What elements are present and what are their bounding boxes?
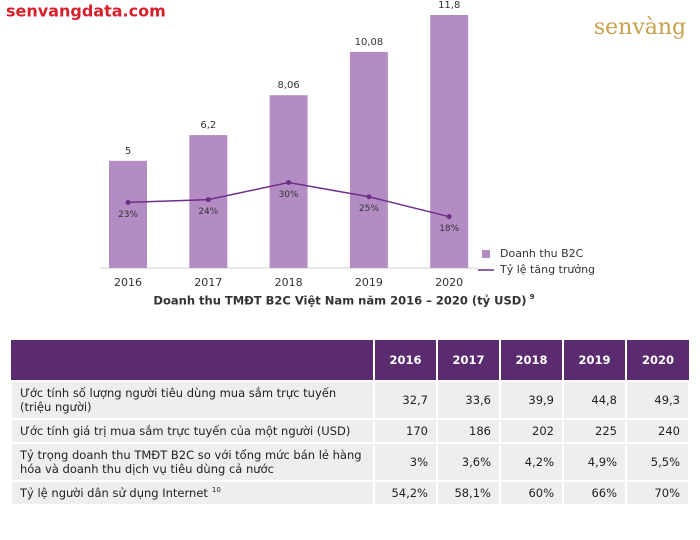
value-label: 25%: [359, 204, 379, 214]
table-cell: 60%: [499, 480, 564, 506]
table-cell: 186: [436, 418, 501, 444]
column-header: 2016: [373, 340, 437, 381]
table-cell: 33,6: [436, 380, 501, 420]
row-label-text: Ước tính giá trị mua sắm trực tuyến của …: [20, 424, 351, 438]
table-cell: 49,3: [625, 380, 690, 420]
table-cell: 4,9%: [562, 442, 627, 482]
row-label: Tỷ trọng doanh thu TMĐT B2C so với tổng …: [10, 442, 375, 482]
row-label-text: Ước tính số lượng người tiêu dùng mua sắ…: [20, 386, 337, 414]
x-tick-label: 2017: [194, 276, 222, 289]
title-note: 9: [530, 293, 535, 301]
table-cell: 202: [499, 418, 564, 444]
row-label: Ước tính giá trị mua sắm trực tuyến của …: [10, 418, 375, 444]
site-name: senvangdata.com: [6, 2, 166, 21]
value-label: 10,08: [355, 37, 384, 48]
table-cell: 58,1%: [436, 480, 501, 506]
table-cell: 5,5%: [625, 442, 690, 482]
legend-label: Doanh thu B2C: [500, 247, 584, 260]
row-label-text: Tỷ lệ người dân sử dụng Internet: [20, 486, 208, 500]
table-row: Tỷ trọng doanh thu TMĐT B2C so với tổng …: [10, 442, 690, 482]
column-header: 2019: [562, 340, 626, 381]
row-label: Tỷ lệ người dân sử dụng Internet 10: [10, 480, 375, 506]
table-cell: 3,6%: [436, 442, 501, 482]
table-cell: 54,2%: [373, 480, 438, 506]
chart-title: Doanh thu TMĐT B2C Việt Nam năm 2016 – 2…: [153, 294, 526, 308]
value-label: 11,8: [438, 0, 460, 11]
table-cell: 70%: [625, 480, 690, 506]
table-cell: 4,2%: [499, 442, 564, 482]
line-point: [446, 214, 452, 220]
row-note: 10: [211, 486, 221, 495]
value-label: 18%: [439, 224, 459, 234]
chart: senvangdata.com senvàng Doanh thu TMĐT B…: [6, 0, 686, 308]
x-tick-label: 2016: [114, 276, 142, 289]
bar: [349, 51, 388, 269]
line-point: [125, 199, 131, 205]
row-label-text: Tỷ trọng doanh thu TMĐT B2C so với tổng …: [20, 448, 362, 476]
bar: [430, 15, 469, 269]
table-cell: 66%: [562, 480, 627, 506]
value-label: 23%: [118, 210, 138, 220]
table-cell: 225: [562, 418, 627, 444]
table-row: Ước tính giá trị mua sắm trực tuyến của …: [10, 418, 690, 444]
value-label: 8,06: [277, 80, 299, 91]
x-tick-label: 2020: [435, 276, 463, 289]
value-label: 30%: [279, 190, 299, 200]
bar: [109, 160, 147, 268]
header-blank: [11, 340, 374, 381]
value-label: 5: [125, 146, 131, 157]
logo: senvàng: [594, 15, 686, 40]
column-header: 2017: [436, 340, 500, 381]
data-table: 2016 2017 2018 2019 2020 Ước tính số lượng n…: [10, 340, 690, 506]
legend-swatch: [482, 250, 490, 258]
line-point: [366, 194, 372, 200]
header-row: 2016 2017 2018 2019 2020: [11, 340, 689, 381]
value-label: 24%: [198, 207, 218, 217]
table-cell: 3%: [373, 442, 438, 482]
table-cell: 32,7: [373, 380, 438, 420]
legend-label: Tỷ lệ tăng trưởng: [499, 263, 595, 276]
x-tick-label: 2018: [275, 276, 303, 289]
value-label: 6,2: [200, 120, 216, 131]
table-row: Tỷ lệ người dân sử dụng Internet 10 54,2% 5…: [10, 480, 690, 506]
table-cell: 170: [373, 418, 438, 444]
column-header: 2020: [625, 340, 689, 381]
table-row: Ước tính số lượng người tiêu dùng mua sắ…: [10, 380, 690, 420]
table-cell: 44,8: [562, 380, 627, 420]
column-header: 2018: [499, 340, 563, 381]
table-cell: 39,9: [499, 380, 564, 420]
line-point: [286, 179, 292, 185]
x-tick-label: 2019: [355, 276, 383, 289]
line-point: [205, 197, 211, 203]
row-label: Ước tính số lượng người tiêu dùng mua sắ…: [10, 380, 375, 420]
table-cell: 240: [625, 418, 690, 444]
